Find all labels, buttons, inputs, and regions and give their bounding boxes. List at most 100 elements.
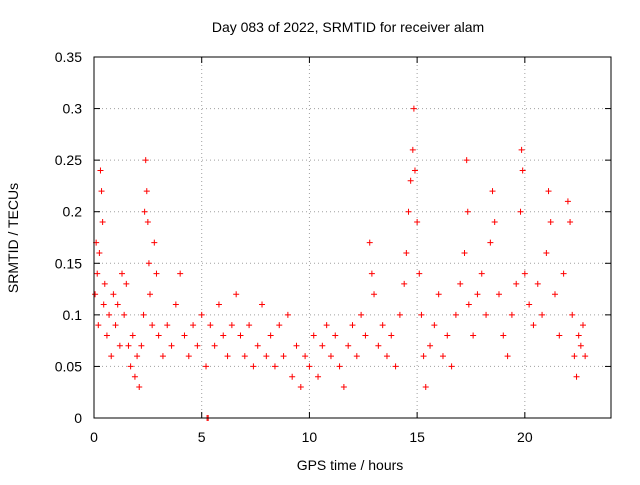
data-point	[414, 219, 421, 226]
data-point	[145, 260, 152, 267]
data-point	[131, 373, 138, 380]
data-point	[142, 157, 149, 164]
x-tick-labels: 0 5 10 15 20	[90, 429, 533, 445]
data-point	[106, 311, 113, 318]
data-point	[246, 322, 253, 329]
y-tick-label: 0.15	[55, 255, 82, 271]
data-point	[567, 219, 574, 226]
data-point	[228, 322, 235, 329]
data-point	[129, 332, 136, 339]
data-point	[332, 332, 339, 339]
data-point	[353, 353, 360, 360]
data-point	[271, 363, 278, 370]
data-point	[103, 332, 110, 339]
data-point	[267, 332, 274, 339]
data-point	[556, 332, 563, 339]
data-point	[474, 291, 481, 298]
x-tick-label: 20	[517, 429, 533, 445]
data-point	[203, 363, 210, 370]
data-point	[136, 384, 143, 391]
data-point	[95, 322, 102, 329]
data-point	[409, 146, 416, 153]
data-point	[439, 353, 446, 360]
data-point	[452, 311, 459, 318]
data-point	[114, 301, 121, 308]
data-point	[168, 342, 175, 349]
data-point	[560, 270, 567, 277]
data-point	[491, 219, 498, 226]
data-point	[323, 322, 330, 329]
data-point	[358, 311, 365, 318]
data-point	[461, 249, 468, 256]
data-point	[465, 301, 472, 308]
data-point	[97, 167, 104, 174]
data-point	[405, 208, 412, 215]
data-point	[444, 332, 451, 339]
data-point	[547, 219, 554, 226]
data-point	[127, 363, 134, 370]
data-point	[185, 353, 192, 360]
data-point	[140, 311, 147, 318]
data-point	[336, 363, 343, 370]
data-point	[155, 332, 162, 339]
data-point	[366, 239, 373, 246]
data-point	[543, 249, 550, 256]
data-point	[569, 311, 576, 318]
y-tick-label: 0.05	[55, 358, 82, 374]
data-point	[207, 322, 214, 329]
data-point	[211, 342, 218, 349]
data-point	[435, 291, 442, 298]
data-point	[539, 311, 546, 318]
y-tick-label: 0.1	[63, 307, 83, 323]
data-point	[534, 280, 541, 287]
data-point	[368, 270, 375, 277]
data-point	[422, 384, 429, 391]
data-point	[147, 291, 154, 298]
data-point	[224, 353, 231, 360]
data-point	[276, 322, 283, 329]
data-point	[144, 219, 151, 226]
data-point	[94, 270, 101, 277]
axis-ticks	[93, 56, 611, 419]
data-point	[151, 239, 158, 246]
data-point	[349, 322, 356, 329]
data-point	[138, 342, 145, 349]
data-point	[420, 353, 427, 360]
y-tick-labels: 0 0.05 0.1 0.15 0.2 0.25 0.3 0.35	[55, 49, 82, 426]
data-point	[388, 332, 395, 339]
data-point	[401, 280, 408, 287]
data-point	[215, 301, 222, 308]
y-tick-label: 0.3	[63, 101, 83, 117]
data-point	[284, 311, 291, 318]
data-point	[410, 105, 417, 112]
data-point	[500, 332, 507, 339]
data-point	[463, 157, 470, 164]
grid	[94, 57, 611, 418]
data-point	[411, 167, 418, 174]
y-axis-label: SRMTID / TECUs	[5, 183, 21, 293]
data-point	[125, 342, 132, 349]
data-point	[149, 322, 156, 329]
data-point	[392, 363, 399, 370]
data-point	[345, 342, 352, 349]
y-tick-label: 0	[74, 410, 82, 426]
data-point	[172, 301, 179, 308]
data-point	[310, 332, 317, 339]
data-point	[573, 373, 580, 380]
data-point	[530, 322, 537, 329]
data-point	[371, 291, 378, 298]
data-point	[551, 291, 558, 298]
x-axis-label: GPS time / hours	[297, 457, 404, 473]
data-point	[495, 291, 502, 298]
x-tick-label: 15	[409, 429, 425, 445]
data-point	[564, 198, 571, 205]
data-point	[464, 208, 471, 215]
data-point	[237, 332, 244, 339]
data-point	[521, 270, 528, 277]
data-point	[379, 322, 386, 329]
x-tick-label: 5	[198, 429, 206, 445]
data-point	[198, 311, 205, 318]
chart-title: Day 083 of 2022, SRMTID for receiver ala…	[212, 19, 484, 35]
